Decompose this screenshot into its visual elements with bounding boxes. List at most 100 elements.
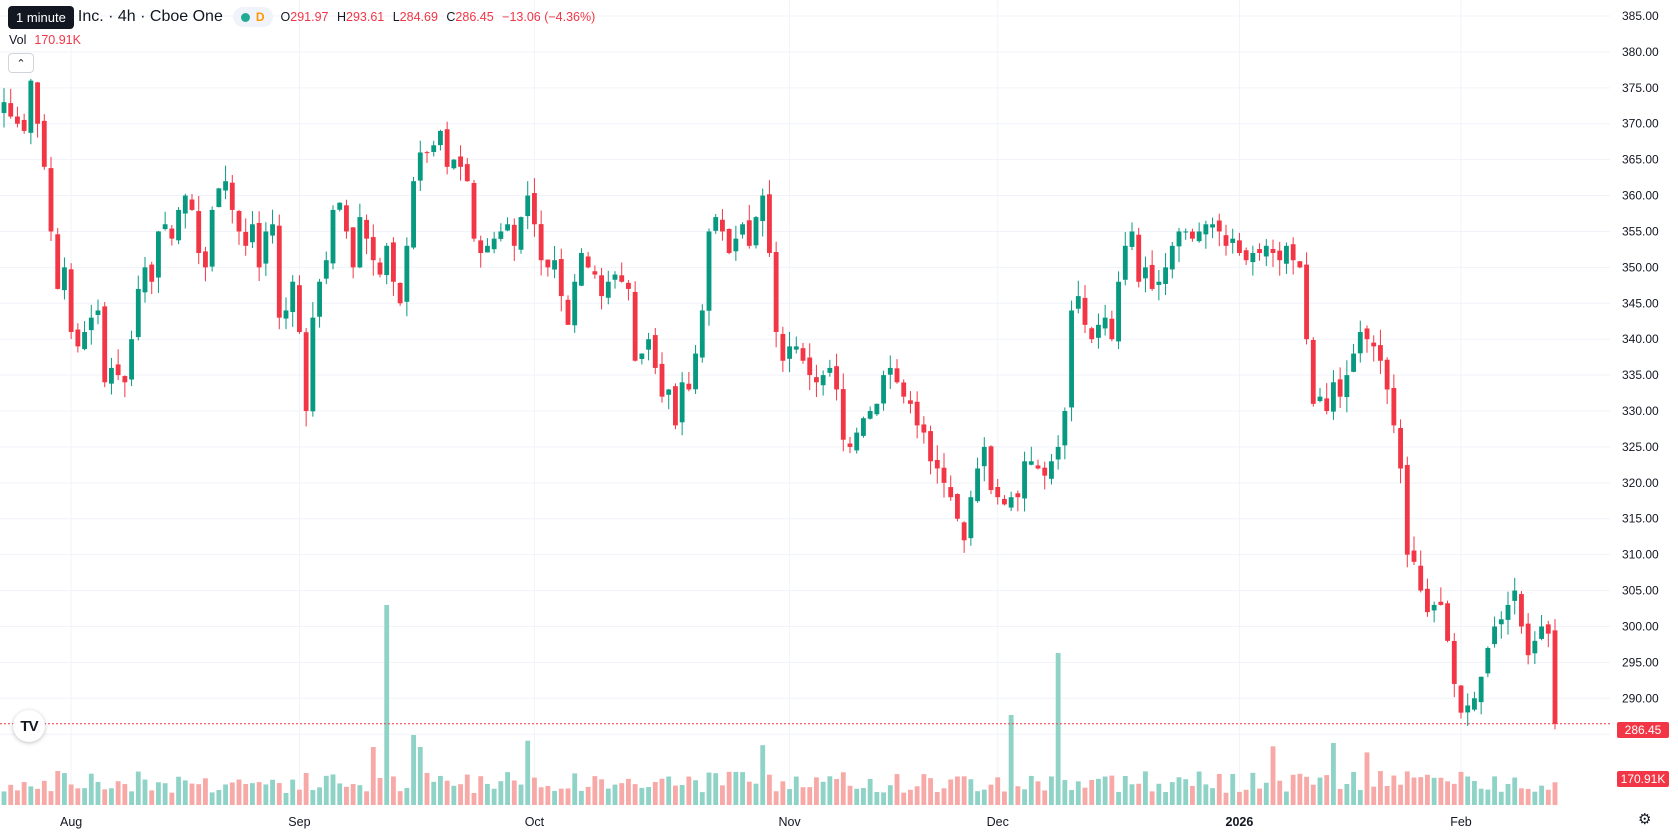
volume-bar xyxy=(88,773,94,805)
candle xyxy=(1,88,7,128)
volume-bar xyxy=(1055,653,1061,805)
time-axis[interactable]: Aug Sep Oct Nov Dec 2026 Feb xyxy=(60,815,1472,829)
volume-bar xyxy=(1149,791,1155,805)
gear-icon[interactable]: ⚙ xyxy=(1638,811,1652,828)
high-label: H xyxy=(336,10,346,24)
volume-bar xyxy=(209,792,215,805)
collapse-legend-button[interactable]: ⌃ xyxy=(8,53,34,73)
candle xyxy=(834,353,839,401)
candle xyxy=(1069,300,1074,422)
volume-bar xyxy=(1075,781,1081,805)
candle xyxy=(726,228,732,255)
candle xyxy=(330,205,336,270)
volume-bar xyxy=(807,787,813,805)
volume-bar xyxy=(471,792,477,805)
candle xyxy=(182,193,188,229)
volume-bar xyxy=(545,785,551,805)
candle xyxy=(485,238,490,253)
candle xyxy=(471,179,477,242)
price-tick-label: 320.00 xyxy=(1622,476,1659,490)
change-value: −13.06 (−4.36%) xyxy=(502,10,596,24)
candle xyxy=(1317,387,1323,403)
volume-bar xyxy=(1089,779,1095,805)
volume-legend-value: 170.91K xyxy=(34,33,81,47)
price-tick-label: 295.00 xyxy=(1622,655,1659,669)
volume-bar xyxy=(377,777,383,805)
volume-bar xyxy=(1263,782,1269,805)
candle xyxy=(411,176,416,250)
volume-bar xyxy=(1384,786,1390,805)
price-tick-label: 375.00 xyxy=(1622,81,1659,95)
candle xyxy=(1398,419,1403,484)
candle xyxy=(256,211,262,282)
volume-bar xyxy=(720,785,725,805)
candle xyxy=(1277,241,1283,276)
symbol-title[interactable]: Inc. · 4h · Cboe One xyxy=(77,8,223,25)
volume-bar xyxy=(565,788,571,805)
volume-bar xyxy=(1451,783,1457,805)
volume-bar xyxy=(283,792,289,805)
volume-bar xyxy=(1505,783,1511,805)
candle xyxy=(350,227,356,279)
candle xyxy=(75,323,81,353)
volume-bar xyxy=(1398,784,1403,805)
volume-bar xyxy=(68,784,74,805)
volume-bar xyxy=(726,771,732,805)
candle xyxy=(55,227,61,290)
market-status-pill[interactable]: D xyxy=(232,7,273,27)
candle xyxy=(364,214,369,255)
volume-bar xyxy=(1532,791,1538,805)
volume-bar xyxy=(646,787,651,805)
volume-bar xyxy=(767,774,772,805)
volume-bar xyxy=(1458,771,1464,805)
volume-bar xyxy=(1498,791,1504,805)
volume-bar xyxy=(1512,777,1518,805)
candle xyxy=(162,211,168,231)
tradingview-logo-icon[interactable]: TV xyxy=(13,710,45,742)
volume-bar xyxy=(1196,771,1202,805)
candle xyxy=(135,275,141,341)
close-label: C xyxy=(446,10,456,24)
candle xyxy=(1223,224,1229,256)
volume-bar xyxy=(840,772,846,805)
candle xyxy=(1075,280,1081,314)
candle xyxy=(1545,620,1551,648)
candle xyxy=(1122,232,1128,286)
volume-bar xyxy=(1357,789,1363,805)
candle xyxy=(370,224,376,276)
time-tick-label: Feb xyxy=(1450,815,1472,829)
volume-bar xyxy=(780,781,786,805)
volume-bar xyxy=(1317,777,1323,805)
candle xyxy=(666,388,672,410)
price-axis[interactable]: 385.00 380.00 375.00 370.00 365.00 360.00 355.… xyxy=(1622,9,1659,741)
volume-legend-label: Vol xyxy=(9,33,27,47)
candle xyxy=(1002,495,1007,506)
volume-bar xyxy=(1304,776,1309,805)
candle xyxy=(391,237,396,296)
low-label: L xyxy=(392,10,400,24)
volume-bar xyxy=(518,784,524,805)
volume-bar xyxy=(928,778,933,805)
volume-bar xyxy=(35,788,40,805)
candle xyxy=(1096,313,1101,349)
volume-bar xyxy=(1519,788,1524,805)
candle xyxy=(585,252,591,269)
time-tick-label: 2026 xyxy=(1226,815,1254,829)
candle xyxy=(1478,676,1484,715)
candle xyxy=(706,228,712,326)
candle xyxy=(1116,271,1121,350)
volume-bar xyxy=(364,791,369,805)
price-tick-label: 385.00 xyxy=(1622,9,1659,23)
volume-bar xyxy=(1250,772,1256,805)
price-tick-label: 310.00 xyxy=(1622,548,1659,562)
volume-bar xyxy=(1143,771,1148,805)
candle xyxy=(941,453,947,498)
candle xyxy=(1297,260,1303,269)
candle xyxy=(1431,601,1437,623)
candle xyxy=(820,370,826,396)
candle xyxy=(223,165,228,200)
candle xyxy=(1109,310,1115,342)
volume-bar xyxy=(699,792,705,805)
volume-bar xyxy=(713,773,719,805)
